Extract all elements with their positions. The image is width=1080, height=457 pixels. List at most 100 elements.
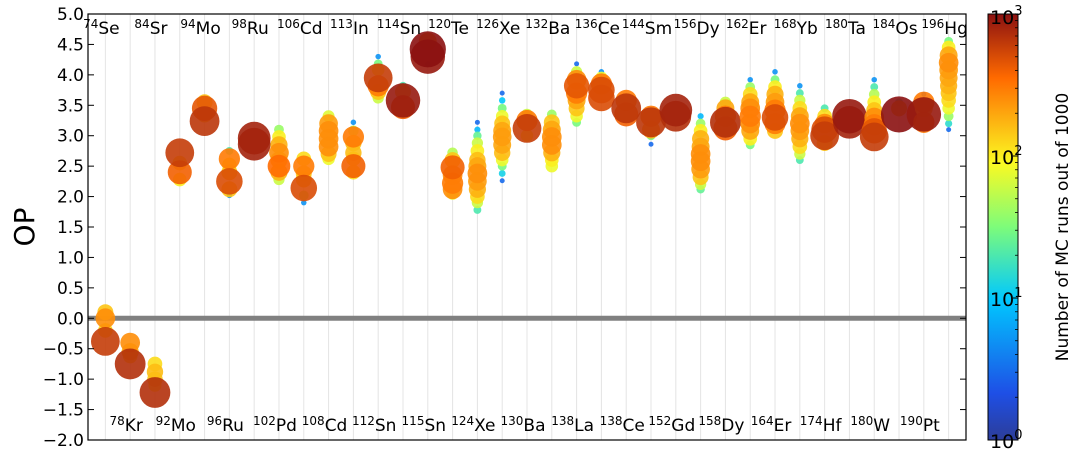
data-point — [499, 90, 505, 96]
isotope-element: Er — [749, 19, 767, 39]
isotope-element: Mo — [196, 19, 221, 39]
colorbar-ticks: 103 102 101 100 — [990, 4, 1022, 453]
y-tick-label: 1.5 — [57, 218, 84, 238]
isotope-element: Yb — [796, 19, 818, 39]
isotope-label: 162Er — [726, 17, 767, 39]
data-point — [772, 69, 778, 75]
isotope-mass: 138 — [551, 414, 574, 428]
isotope-mass: 78 — [109, 414, 124, 428]
isotope-label: 136Ce — [575, 17, 620, 39]
data-point — [938, 52, 959, 73]
data-point — [363, 63, 393, 93]
data-point — [474, 119, 480, 125]
data-point — [541, 134, 562, 155]
y-tick-label: −2.0 — [43, 431, 84, 451]
isotope-mass: 120 — [428, 17, 451, 31]
isotope-mass: 114 — [377, 17, 400, 31]
data-point — [216, 168, 243, 195]
y-tick-label: 5.0 — [57, 5, 84, 25]
isotope-label: 94Mo — [180, 17, 220, 39]
data-point — [139, 377, 171, 408]
isotope-element: Kr — [125, 416, 143, 436]
data-point — [499, 178, 505, 184]
isotope-label: 112Sn — [352, 414, 396, 436]
isotope-element: Xe — [499, 19, 520, 39]
isotope-element: Dy — [696, 19, 719, 39]
data-point — [690, 151, 711, 172]
isotope-label: 180W — [850, 414, 890, 436]
data-point — [871, 76, 878, 83]
isotope-element: Cd — [325, 416, 348, 436]
isotope-label: 158Dy — [698, 414, 744, 436]
isotope-label: 138Ce — [600, 414, 645, 436]
colorbar-tick-label: 100 — [990, 428, 1022, 453]
y-tick-label: −1.0 — [43, 370, 84, 390]
isotope-element: Hf — [823, 416, 843, 436]
data-point — [611, 93, 642, 124]
y-tick-label: −0.5 — [43, 340, 84, 360]
isotope-mass: 102 — [253, 414, 276, 428]
data-point — [710, 106, 741, 138]
isotope-element: Ru — [247, 19, 269, 39]
isotope-mass: 164 — [751, 414, 774, 428]
isotope-element: Ba — [548, 19, 570, 39]
isotope-label: 115Sn — [402, 414, 446, 436]
isotope-label: 96Ru — [207, 414, 244, 436]
y-tick-label: 2.0 — [57, 188, 84, 208]
data-point — [146, 363, 164, 381]
isotope-mass: 190 — [900, 414, 923, 428]
isotope-mass: 152 — [648, 414, 671, 428]
data-point — [385, 83, 421, 118]
isotope-mass: 138 — [600, 414, 623, 428]
isotope-mass: 180 — [825, 17, 848, 31]
data-point — [290, 174, 318, 202]
isotope-element: Sr — [150, 19, 168, 39]
data-point — [795, 89, 804, 98]
data-point — [293, 155, 315, 177]
data-point — [648, 141, 654, 147]
data-point — [870, 83, 879, 91]
y-tick-label: 3.0 — [57, 127, 84, 147]
data-point — [789, 113, 810, 134]
data-point — [473, 206, 482, 214]
isotope-mass: 162 — [726, 17, 749, 31]
isotope-label: 132Ba — [525, 17, 570, 39]
y-tick-label: 4.5 — [57, 35, 84, 55]
isotope-label: 144Sm — [622, 17, 672, 39]
isotope-element: Sm — [645, 19, 672, 39]
isotope-element: Gd — [671, 416, 695, 436]
isotope-label: 124Xe — [451, 414, 495, 436]
isotope-mass: 98 — [232, 17, 247, 31]
isotope-element: Pd — [276, 416, 297, 436]
colorbar-label: Number of MC runs out of 1000 — [1053, 93, 1073, 362]
data-point — [761, 104, 789, 131]
y-tick-label: 0.0 — [57, 309, 84, 329]
isotope-element: Ce — [598, 19, 620, 39]
y-tick-label: −1.5 — [43, 401, 84, 421]
data-point — [237, 127, 271, 161]
isotope-label: 102Pd — [253, 414, 297, 436]
data-point — [588, 84, 615, 112]
data-points — [90, 31, 959, 408]
data-point — [492, 127, 512, 147]
isotope-label: 130Ba — [501, 414, 546, 436]
isotope-element: Hg — [944, 19, 968, 39]
data-point — [739, 105, 761, 127]
isotope-element: Mo — [171, 416, 196, 436]
isotope-element: Se — [98, 19, 119, 39]
data-point — [880, 96, 918, 133]
isotope-label: 106Cd — [277, 17, 323, 39]
isotope-label: 152Gd — [648, 414, 695, 436]
isotope-mass: 180 — [850, 414, 873, 428]
y-axis-ticks: 5.0 4.5 4.0 3.5 3.0 2.5 2.0 1.5 1.0 0.5 0.0 −0.5 −1.… — [43, 5, 966, 451]
data-point — [189, 106, 220, 137]
isotope-label: 78Kr — [109, 414, 142, 436]
isotope-mass: 196 — [921, 17, 944, 31]
y-tick-label: 4.0 — [57, 66, 84, 86]
isotope-element: Pt — [923, 416, 940, 436]
isotope-mass: 94 — [180, 17, 195, 31]
y-axis-label: OP — [8, 208, 41, 247]
isotope-mass: 144 — [622, 17, 645, 31]
isotope-element: Dy — [721, 416, 744, 436]
data-point — [90, 327, 120, 356]
